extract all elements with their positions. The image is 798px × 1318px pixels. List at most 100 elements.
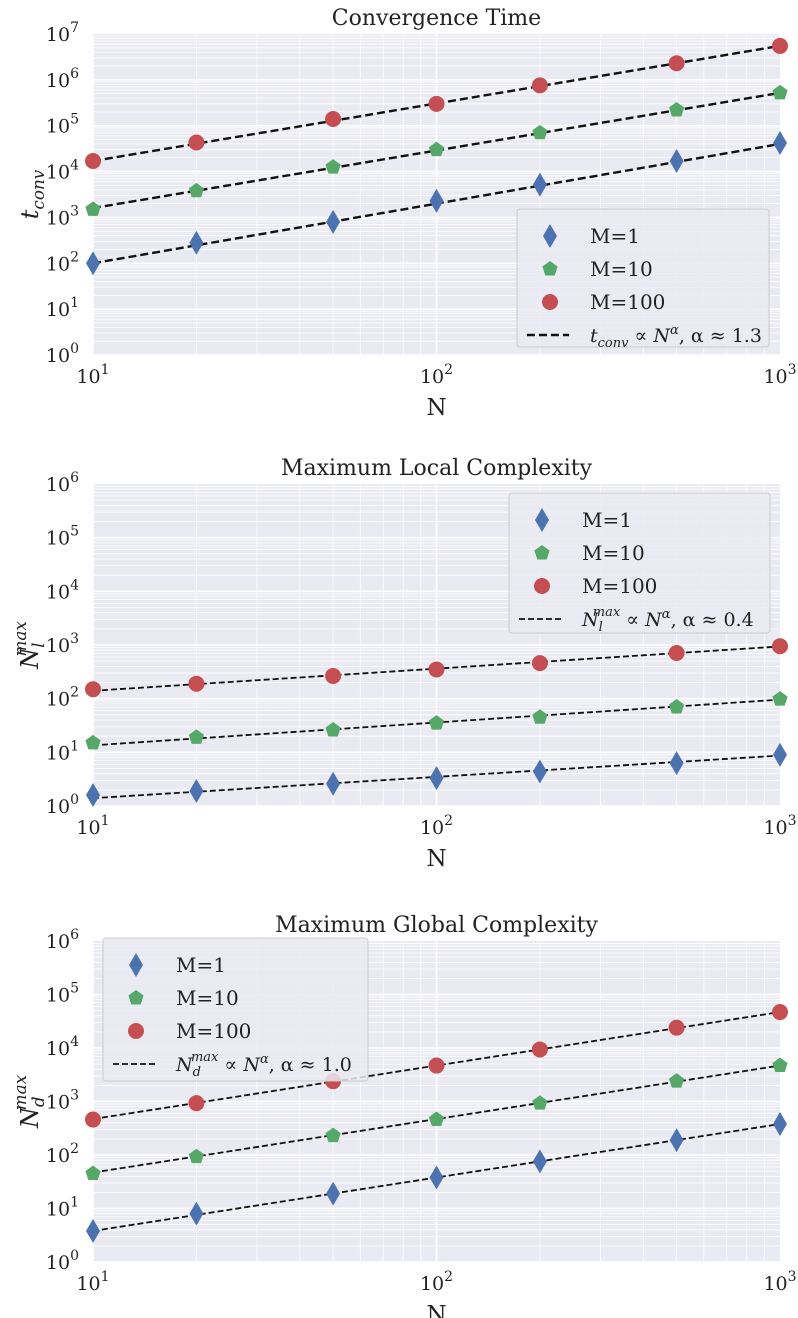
data-point-m10	[668, 102, 685, 117]
y-tick-label: 101	[46, 1195, 79, 1221]
data-point-m100	[325, 667, 342, 684]
data-point-m100	[85, 1111, 101, 1128]
legend-label: M=1	[590, 224, 640, 248]
x-tick-label: 102	[420, 1269, 453, 1295]
chart-title: Convergence Time	[332, 6, 541, 31]
legend-box	[516, 208, 770, 348]
data-point-m100	[85, 681, 101, 698]
x-axis-label: N	[426, 395, 446, 421]
data-point-m10	[325, 1127, 341, 1143]
data-point-m1	[669, 1128, 684, 1153]
legend-label: M=10	[176, 986, 239, 1010]
data-point-m10	[428, 715, 445, 730]
legend-label: M=100	[582, 574, 657, 598]
data-point-m100	[772, 37, 788, 54]
legend-marker-m100	[128, 1023, 144, 1039]
data-point-m100	[428, 95, 445, 112]
data-point-m10	[668, 1073, 685, 1088]
x-tick-label: 102	[420, 813, 453, 839]
legend-label: M=1	[582, 508, 632, 532]
data-point-m1	[429, 766, 444, 791]
legend-fit-label: Nlmax ∝ Nα, α ≈ 0.4	[581, 605, 754, 635]
data-point-m10	[532, 124, 548, 140]
y-tick-label: 106	[46, 927, 79, 953]
data-point-m10	[772, 1057, 788, 1073]
legend: M=1 M=10 M=100 Nlmax ∝ Nα, α ≈ 0.4	[508, 492, 771, 635]
data-point-m10	[772, 691, 788, 706]
legend-marker-m10	[128, 990, 144, 1005]
legend-marker-m1	[129, 953, 143, 977]
data-point-m10	[428, 1111, 445, 1127]
data-point-m100	[428, 661, 445, 678]
data-point-m10	[532, 709, 548, 724]
legend: M=1 M=10 M=100 Ndmax ∝ Nα, α ≈ 1.0	[102, 937, 369, 1082]
data-point-m1	[773, 742, 787, 767]
legend-marker-m10	[542, 261, 558, 276]
data-point-m1	[669, 751, 684, 776]
y-tick-label: 100	[46, 1248, 79, 1274]
data-point-m100	[531, 1041, 548, 1058]
legend-box	[102, 937, 369, 1082]
data-point-m1	[429, 1165, 444, 1190]
y-axis-label: tconv	[16, 169, 48, 219]
x-axis-label: N	[426, 846, 446, 872]
y-tick-label: 105	[46, 524, 79, 550]
data-point-m100	[85, 153, 101, 170]
data-point-m1	[773, 1111, 787, 1136]
y-tick-label: 101	[46, 738, 79, 764]
y-tick-label: 107	[46, 20, 79, 46]
y-tick-label: 103	[46, 203, 79, 229]
y-tick-label: 100	[46, 341, 79, 367]
legend-label: M=100	[176, 1019, 251, 1043]
x-tick-label: 103	[763, 362, 796, 388]
data-point-m10	[188, 182, 205, 198]
data-point-m10	[325, 159, 341, 174]
y-tick-label: 103	[46, 631, 79, 657]
y-tick-label: 102	[46, 249, 79, 275]
legend-marker-m1	[543, 224, 557, 248]
y-axis-label: Nlmax	[10, 621, 48, 670]
data-point-m100	[772, 1004, 788, 1021]
data-point-m10	[428, 141, 445, 157]
data-point-m1	[326, 1181, 341, 1206]
y-tick-label: 106	[46, 470, 79, 496]
data-point-m100	[188, 675, 205, 692]
data-point-m100	[772, 638, 788, 655]
data-point-m10	[325, 722, 341, 737]
data-point-m10	[532, 1095, 548, 1110]
legend-marker-m10	[534, 545, 550, 560]
data-point-m100	[531, 655, 548, 672]
y-tick-label: 106	[46, 66, 79, 92]
data-point-m100	[668, 55, 685, 72]
chart-title: Maximum Global Complexity	[275, 913, 598, 938]
data-point-m1	[189, 230, 204, 255]
data-point-m1	[189, 779, 204, 804]
data-point-m1	[86, 783, 100, 808]
data-point-m1	[532, 759, 547, 784]
x-tick-label: 101	[76, 813, 109, 839]
data-point-m10	[85, 201, 101, 216]
legend-marker-m100	[534, 578, 550, 594]
data-point-m1	[86, 1218, 100, 1243]
y-axis-label: Ndmax	[10, 1074, 48, 1129]
data-point-m10	[188, 729, 205, 744]
legend: M=1 M=10 M=100 tconv ∝ Nα, α ≈ 1.3	[516, 208, 770, 351]
data-point-m1	[189, 1201, 204, 1226]
data-point-m1	[532, 1149, 547, 1174]
legend-label: M=10	[582, 541, 645, 565]
legend-label: M=100	[590, 290, 665, 314]
legend-label: M=1	[176, 953, 226, 977]
legend-box	[508, 492, 771, 634]
y-tick-label: 105	[46, 981, 79, 1007]
x-tick-label: 103	[763, 813, 796, 839]
data-point-m1	[773, 130, 787, 155]
data-point-m1	[326, 209, 341, 234]
x-tick-label: 103	[763, 1269, 796, 1295]
y-tick-label: 101	[46, 295, 79, 321]
data-point-m1	[532, 172, 547, 197]
data-point-m100	[668, 644, 685, 661]
x-tick-label: 101	[76, 362, 109, 388]
